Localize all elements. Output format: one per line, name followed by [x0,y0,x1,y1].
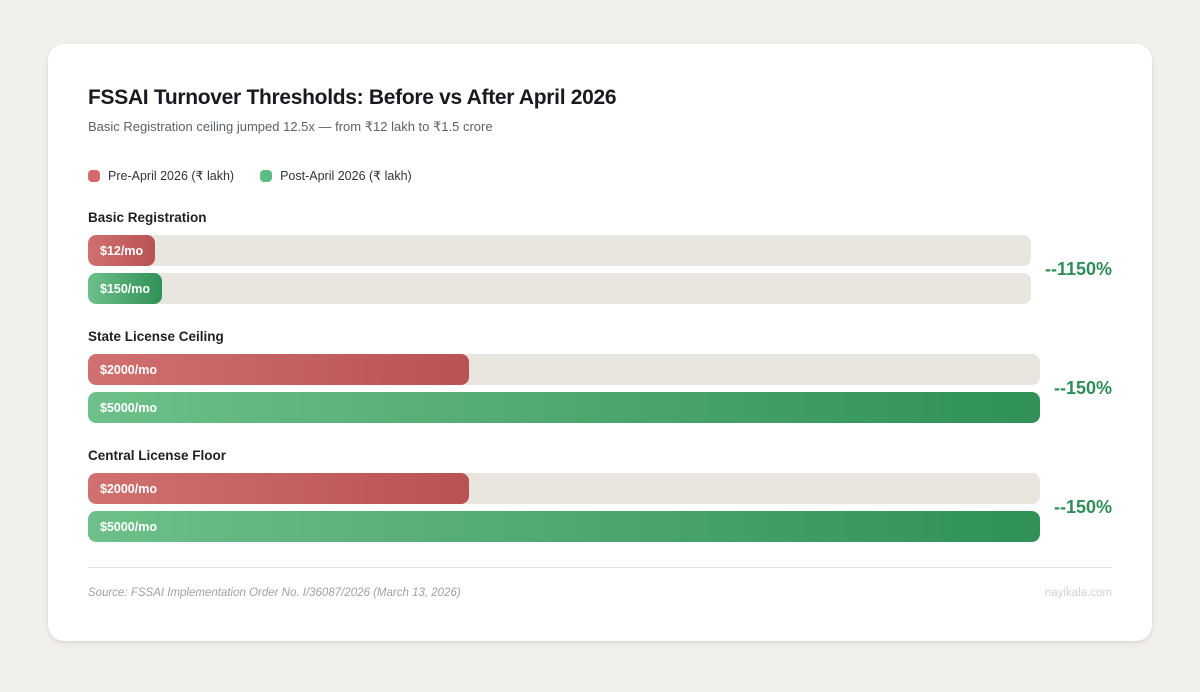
watermark: nayikala.com [1044,587,1112,599]
bar-pair: $2000/mo $5000/mo [88,473,1040,542]
group-label: Basic Registration [88,210,207,225]
bar-group-basic-registration: Basic Registration $12/mo $150/mo --1150… [88,210,1112,304]
legend-item-pre: Pre-April 2026 (₹ lakh) [88,168,234,183]
bar-pair: $2000/mo $5000/mo [88,354,1040,423]
bar-value-label: $5000/mo [100,400,157,415]
change-annotation: --150% [1053,378,1112,398]
bar-pre: $12/mo [88,235,156,266]
bar-value-label: $2000/mo [100,362,157,377]
bar-group-central-license-floor: Central License Floor $2000/mo $5000/mo … [88,448,1112,542]
group-row: $2000/mo $5000/mo --150% [88,473,1112,542]
bar-value-label: $5000/mo [100,519,157,534]
bar-value-label: $12/mo [100,243,144,258]
legend-swatch-post-icon [260,169,273,182]
chart-card: FSSAI Turnover Thresholds: Before vs Aft… [48,44,1152,641]
legend: Pre-April 2026 (₹ lakh) Post-April 2026 … [88,168,1112,183]
group-label: Central License Floor [88,448,227,463]
page-title: FSSAI Turnover Thresholds: Before vs Aft… [88,86,617,109]
bar-pair: $12/mo $150/mo [88,235,1031,304]
bar-track-pre: $2000/mo [88,354,1040,385]
bar-track-pre: $12/mo [88,235,1031,266]
legend-label-pre: Pre-April 2026 (₹ lakh) [108,169,235,183]
footer: Source: FSSAI Implementation Order No. I… [88,567,1112,599]
group-label: State License Ceiling [88,329,224,344]
bar-group-state-license-ceiling: State License Ceiling $2000/mo $5000/mo … [88,329,1112,423]
group-row: $2000/mo $5000/mo --150% [88,354,1112,423]
change-annotation: --150% [1053,497,1112,517]
bar-value-label: $150/mo [100,281,151,296]
bar-post: $5000/mo [88,392,1040,423]
bar-pre: $2000/mo [88,354,469,385]
bar-post: $5000/mo [88,511,1040,542]
bar-track-pre: $2000/mo [88,473,1040,504]
source-note: Source: FSSAI Implementation Order No. I… [88,587,461,599]
group-row: $12/mo $150/mo --1150% [88,235,1112,304]
legend-item-post: Post-April 2026 (₹ lakh) [260,168,412,183]
page-subtitle: Basic Registration ceiling jumped 12.5x … [88,119,493,134]
legend-swatch-pre-icon [88,169,100,182]
bar-track-post: $5000/mo [88,392,1040,423]
change-annotation: --1150% [1044,259,1112,279]
bar-track-post: $5000/mo [88,511,1040,542]
bar-value-label: $2000/mo [100,481,157,496]
bar-track-post: $150/mo [88,273,1031,304]
bar-post: $150/mo [88,273,163,304]
legend-label-post: Post-April 2026 (₹ lakh) [280,169,412,183]
bar-pre: $2000/mo [88,473,469,504]
